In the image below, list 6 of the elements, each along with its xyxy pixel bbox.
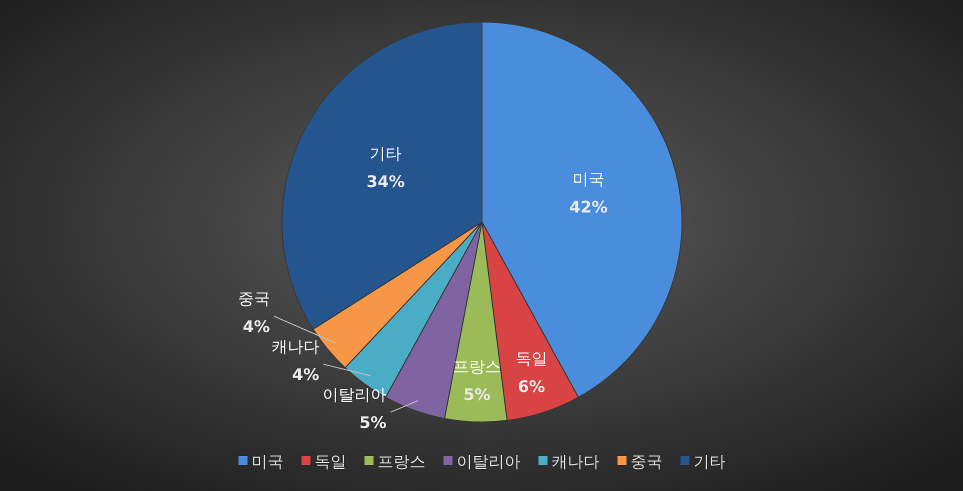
legend-label: 캐나다 (552, 452, 600, 471)
legend-label: 기타 (694, 452, 726, 471)
legend-label: 독일 (314, 452, 346, 471)
legend-label: 중국 (630, 452, 662, 471)
legend-label: 프랑스 (378, 452, 426, 471)
legend-label: 이탈리아 (456, 452, 520, 471)
